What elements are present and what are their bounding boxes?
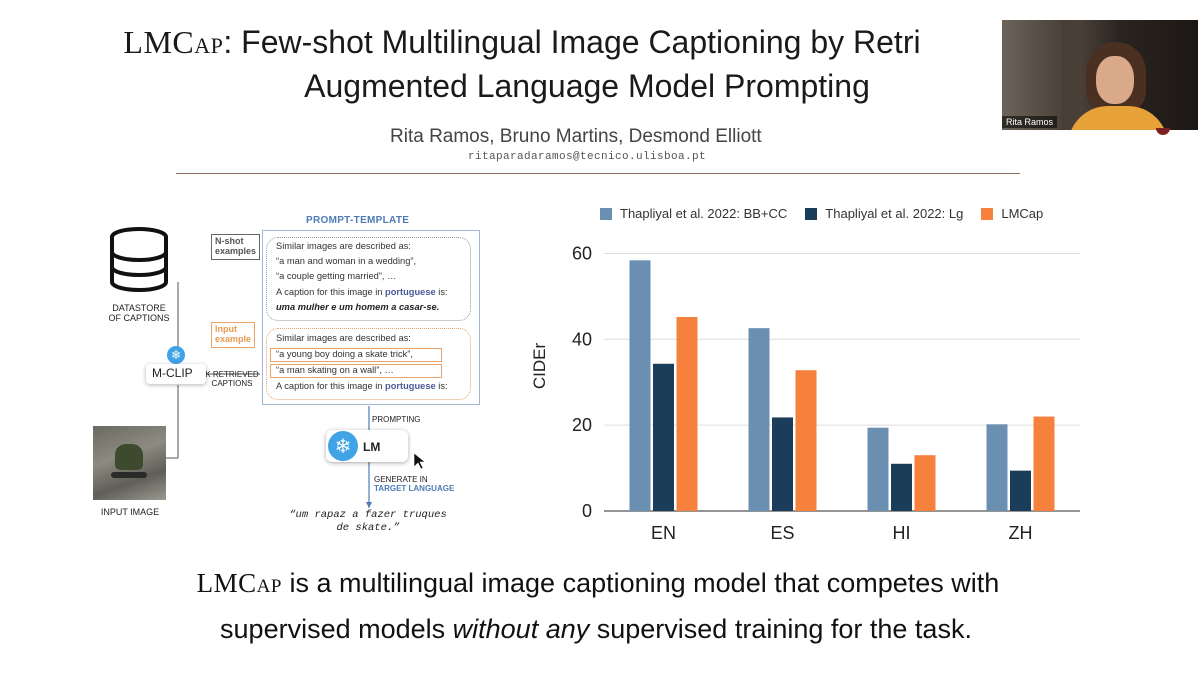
legend-item: LMCap: [981, 206, 1043, 221]
cider-bar-chart: Thapliyal et al. 2022: BB+CC Thapliyal e…: [500, 196, 1100, 556]
generated-caption: “um rapaz a fazer truques de skate.”: [289, 509, 447, 535]
lm-label: LM: [363, 440, 381, 454]
bar: [795, 370, 817, 511]
summary-lmcap: LMCap: [196, 568, 282, 598]
participant-video-tile[interactable]: Rita Ramos: [1002, 20, 1198, 130]
cursor-icon: [413, 452, 426, 470]
input-line: “a man skating on a wall”, …: [276, 365, 394, 375]
bar: [676, 316, 698, 511]
slide-title-line-2: Augmented Language Model Prompting: [304, 68, 870, 104]
bar: [1033, 416, 1055, 511]
summary-line-2: supervised models without any supervised…: [0, 614, 1196, 645]
participant-name: Rita Ramos: [1002, 116, 1058, 128]
bar: [1010, 470, 1031, 511]
legend-swatch: [981, 207, 994, 220]
input-image: [93, 426, 166, 500]
bar: [914, 455, 936, 511]
slide-title-line-1: LMCap: Few-shot Multilingual Image Capti…: [22, 24, 1022, 61]
legend-swatch: [805, 207, 818, 220]
nshot-tag: N-shot examples: [211, 234, 261, 260]
mclip-box: [146, 364, 206, 384]
title-lmcap: LMCap: [123, 24, 224, 60]
y-tick-label: 0: [582, 501, 592, 521]
input-example-box: [266, 328, 471, 400]
bar: [629, 260, 651, 511]
author-email: ritaparadaramos@tecnico.ulisboa.pt: [468, 151, 707, 163]
authors: Rita Ramos, Bruno Martins, Desmond Ellio…: [390, 126, 762, 147]
summary-line-1: LMCap is a multilingual image captioning…: [0, 568, 1198, 599]
lmcap-diagram: DATASTORE OF CAPTIONS ❄ M-CLIP K RETRIEV…: [0, 190, 520, 550]
title-divider: [176, 173, 1020, 174]
nshot-line: Similar images are described as:: [276, 241, 411, 251]
database-icon: [110, 227, 168, 292]
input-line: “a young boy doing a skate trick”,: [276, 349, 413, 359]
legend-item: Thapliyal et al. 2022: BB+CC: [600, 206, 787, 221]
tile-indicator: [1156, 128, 1170, 135]
legend-item: Thapliyal et al. 2022: Lg: [805, 206, 963, 221]
datastore-label: DATASTORE OF CAPTIONS: [108, 303, 170, 324]
input-line: Similar images are described as:: [276, 333, 411, 343]
retrieved-captions-label: K RETRIEVED CAPTIONS: [205, 370, 259, 389]
generate-label: GENERATE IN TARGET LANGUAGE: [374, 475, 455, 494]
prompt-template-title: PROMPT-TEMPLATE: [306, 215, 410, 226]
bar: [653, 363, 674, 511]
nshot-line: “a couple getting married”, …: [276, 271, 397, 281]
legend-label: Thapliyal et al. 2022: BB+CC: [620, 206, 788, 221]
input-image-label: INPUT IMAGE: [100, 507, 160, 517]
chart-plot: 0 20 40 60 EN ES HI ZH: [572, 243, 1080, 543]
video-wall: [1002, 20, 1062, 130]
bar: [748, 328, 770, 511]
nshot-examples-box: [266, 237, 471, 321]
y-tick-label: 60: [572, 243, 592, 263]
y-tick-label: 40: [572, 329, 592, 349]
legend-swatch: [600, 207, 612, 220]
mclip-label: M-CLIP: [152, 366, 193, 380]
summary-emphasis: without any: [452, 614, 590, 644]
bar: [891, 463, 912, 511]
skater-figure: [115, 444, 143, 470]
skateboard: [111, 472, 147, 478]
nshot-line: A caption for this image in portuguese i…: [276, 287, 448, 297]
snowflake-icon: ❄: [167, 346, 185, 364]
prompting-label: PROMPTING: [372, 415, 421, 424]
summary-text: is a multilingual image captioning model…: [281, 568, 1000, 598]
x-tick-label: HI: [893, 523, 911, 543]
retrieved-highlight: [270, 348, 442, 362]
snowflake-icon: ❄: [328, 431, 358, 461]
x-tick-label: EN: [651, 523, 676, 543]
x-tick-label: ES: [770, 523, 794, 543]
retrieved-highlight: [270, 364, 442, 378]
chart-legend: Thapliyal et al. 2022: BB+CC Thapliyal e…: [600, 206, 1043, 221]
legend-label: Thapliyal et al. 2022: Lg: [825, 206, 964, 221]
title-rest: : Few-shot Multilingual Image Captioning…: [223, 24, 921, 60]
summary-text: supervised training for the task.: [589, 614, 972, 644]
bar: [986, 424, 1008, 511]
participant-face: [1096, 56, 1134, 104]
nshot-line: “a man and woman in a wedding”,: [276, 256, 417, 266]
nshot-target-caption: uma mulher e um homem a casar-se.: [276, 302, 440, 312]
prompt-template-box: [262, 230, 480, 405]
diagram-connectors: [110, 227, 426, 508]
x-tick-label: ZH: [1009, 523, 1033, 543]
input-line: A caption for this image in portuguese i…: [276, 381, 448, 391]
legend-label: LMCap: [1001, 206, 1044, 221]
summary-text: supervised models: [220, 614, 453, 644]
y-tick-label: 20: [572, 415, 592, 435]
bar: [772, 417, 793, 511]
bar: [867, 427, 889, 511]
input-tag: Input example: [211, 322, 256, 348]
